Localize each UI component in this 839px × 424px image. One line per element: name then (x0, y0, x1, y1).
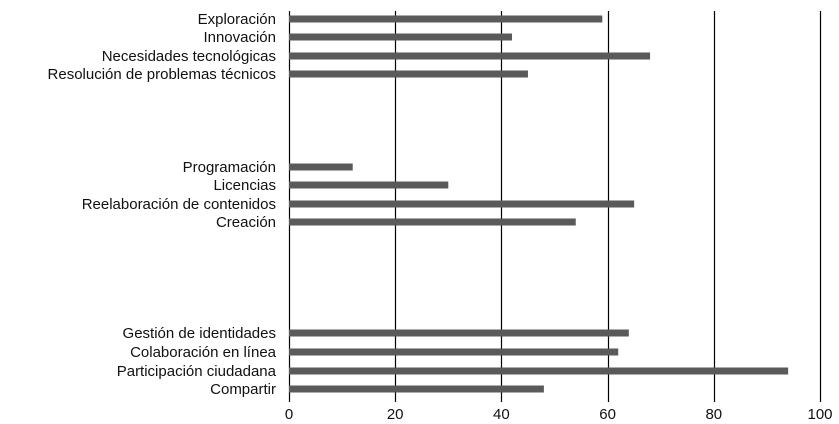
x-tick-label: 40 (493, 406, 510, 423)
category-label: Gestión de identidades (123, 325, 276, 342)
bar (289, 15, 603, 23)
category-label: Colaboración en línea (130, 344, 277, 361)
category-label: Compartir (210, 381, 276, 398)
bar (289, 385, 544, 393)
bar (289, 163, 353, 171)
category-label: Licencias (213, 177, 276, 194)
category-label: Creación (216, 214, 276, 231)
x-tick-label: 0 (285, 406, 293, 423)
category-label: Reelaboración de contenidos (82, 196, 276, 213)
category-label: Exploración (198, 11, 276, 28)
category-label: Innovación (203, 29, 276, 46)
bar (289, 218, 576, 226)
x-tick-label: 60 (599, 406, 616, 423)
category-label: Necesidades tecnológicas (102, 48, 276, 65)
bar (289, 33, 513, 41)
category-label: Resolución de problemas técnicos (48, 66, 276, 83)
category-label: Participación ciudadana (117, 363, 277, 380)
bar (289, 70, 528, 78)
bar (289, 181, 449, 189)
bar (289, 367, 789, 375)
category-label: Programación (183, 159, 276, 176)
tick-label-layer: 0 20 40 60 80 100 (285, 406, 833, 423)
bar (289, 200, 635, 208)
x-tick-label: 20 (387, 406, 404, 423)
x-tick-label: 100 (807, 406, 832, 423)
bar (289, 52, 651, 60)
bar (289, 329, 629, 337)
x-tick-label: 80 (705, 406, 722, 423)
bar-layer (289, 15, 789, 393)
bar (289, 348, 619, 356)
